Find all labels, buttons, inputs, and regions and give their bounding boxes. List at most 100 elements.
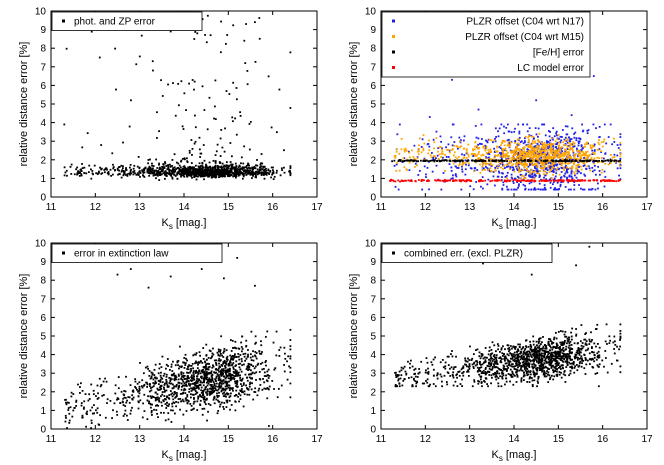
data-point bbox=[289, 357, 292, 360]
data-point bbox=[480, 159, 482, 162]
data-point bbox=[215, 359, 217, 362]
data-point bbox=[510, 151, 513, 154]
data-point bbox=[534, 188, 537, 191]
data-point bbox=[567, 142, 570, 144]
data-point bbox=[197, 386, 200, 389]
data-point bbox=[262, 165, 265, 168]
data-point bbox=[143, 383, 146, 386]
data-point bbox=[570, 138, 573, 140]
data-point bbox=[427, 142, 430, 145]
data-point bbox=[188, 149, 191, 152]
data-point bbox=[435, 179, 438, 182]
x-tick-label: 16 bbox=[267, 202, 279, 213]
data-point bbox=[158, 367, 161, 370]
data-point bbox=[239, 394, 242, 397]
data-point bbox=[190, 390, 193, 392]
data-point bbox=[560, 146, 563, 149]
data-point bbox=[91, 172, 94, 175]
data-point bbox=[522, 156, 525, 159]
data-point bbox=[558, 167, 561, 170]
data-point bbox=[239, 168, 241, 171]
data-point bbox=[264, 172, 267, 175]
data-point bbox=[213, 382, 216, 385]
data-point bbox=[200, 370, 203, 373]
data-point bbox=[506, 171, 509, 174]
data-point bbox=[149, 383, 151, 385]
data-point bbox=[158, 172, 161, 174]
data-point bbox=[494, 154, 496, 157]
data-point bbox=[228, 165, 231, 167]
data-point bbox=[169, 377, 172, 380]
data-point bbox=[65, 417, 67, 419]
data-point bbox=[249, 373, 252, 375]
data-point bbox=[134, 385, 136, 388]
data-point bbox=[202, 392, 205, 395]
data-point bbox=[142, 168, 145, 171]
data-point bbox=[551, 147, 554, 150]
data-point bbox=[215, 150, 218, 153]
data-point bbox=[260, 168, 263, 170]
data-point bbox=[164, 170, 167, 172]
data-point bbox=[536, 169, 539, 171]
data-point bbox=[544, 158, 547, 161]
data-point bbox=[224, 388, 227, 391]
data-point bbox=[106, 172, 109, 175]
data-point bbox=[619, 178, 622, 181]
data-point bbox=[551, 169, 554, 172]
data-point bbox=[472, 149, 475, 152]
data-point bbox=[574, 180, 577, 182]
data-point bbox=[429, 159, 432, 162]
data-point bbox=[568, 139, 571, 142]
data-point bbox=[177, 386, 180, 389]
data-point bbox=[562, 144, 565, 147]
data-point bbox=[161, 168, 164, 171]
data-point bbox=[260, 340, 262, 343]
data-point bbox=[182, 392, 184, 395]
data-point bbox=[573, 172, 576, 175]
data-point bbox=[537, 140, 540, 143]
data-point bbox=[577, 163, 579, 166]
data-point bbox=[289, 382, 292, 385]
data-point bbox=[523, 166, 526, 169]
data-point bbox=[158, 363, 161, 365]
data-point bbox=[148, 402, 150, 405]
data-point bbox=[106, 402, 108, 404]
data-point bbox=[566, 138, 569, 141]
data-point bbox=[289, 345, 292, 348]
data-point bbox=[496, 179, 499, 182]
data-point bbox=[409, 180, 412, 182]
data-point bbox=[522, 169, 525, 172]
data-point bbox=[587, 179, 590, 182]
data-point bbox=[570, 188, 572, 191]
data-point bbox=[542, 149, 545, 152]
data-point bbox=[162, 167, 165, 170]
data-point bbox=[578, 140, 581, 143]
data-point bbox=[230, 357, 233, 360]
data-point bbox=[228, 396, 231, 399]
data-point bbox=[605, 142, 608, 145]
data-point bbox=[505, 152, 507, 155]
data-point bbox=[463, 135, 466, 138]
data-point bbox=[195, 361, 198, 364]
data-point bbox=[510, 131, 513, 134]
data-point bbox=[263, 169, 265, 172]
data-point bbox=[167, 385, 170, 388]
data-point bbox=[619, 167, 622, 170]
data-point bbox=[152, 396, 155, 398]
data-point bbox=[593, 157, 596, 160]
data-point bbox=[198, 174, 200, 177]
data-point bbox=[203, 373, 206, 376]
data-point bbox=[544, 146, 546, 149]
data-point bbox=[240, 379, 243, 382]
data-point bbox=[163, 391, 166, 393]
data-point bbox=[502, 184, 505, 186]
data-point bbox=[279, 174, 282, 177]
data-point bbox=[616, 154, 619, 157]
data-point bbox=[130, 172, 132, 175]
data-point bbox=[122, 169, 125, 172]
data-point bbox=[458, 179, 461, 182]
data-point bbox=[461, 162, 464, 165]
data-point bbox=[152, 174, 155, 177]
data-point bbox=[201, 362, 204, 364]
data-point bbox=[233, 172, 235, 175]
